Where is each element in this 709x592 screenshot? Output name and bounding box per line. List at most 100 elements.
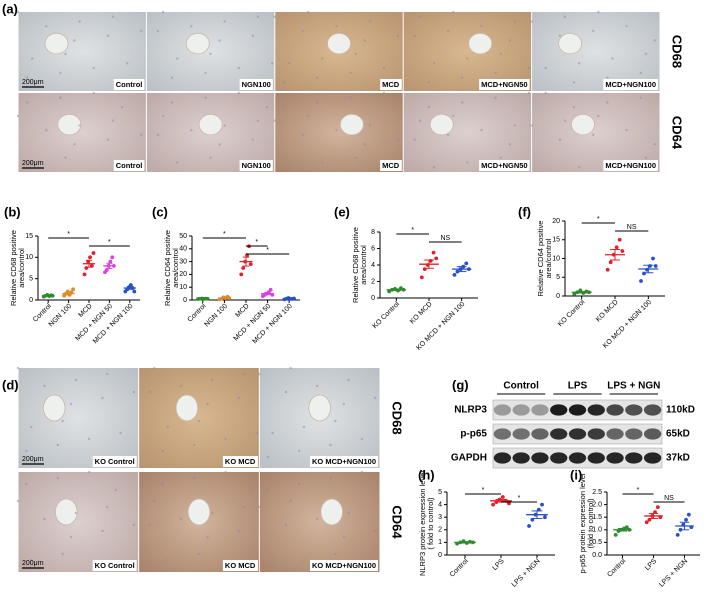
nucleus	[237, 66, 241, 70]
micrograph	[532, 93, 660, 172]
band	[606, 452, 624, 464]
y-tick-label: 1.0	[592, 527, 602, 534]
band	[643, 452, 662, 464]
nucleus	[639, 96, 642, 99]
data-point	[613, 532, 618, 537]
image-label: MCD+NGN50	[481, 161, 527, 170]
data-point	[491, 502, 495, 507]
nucleus	[25, 76, 29, 79]
nucleus	[287, 166, 291, 169]
image-label-bg	[479, 159, 530, 171]
x-tick-label: LPS	[491, 558, 506, 573]
significance-label: NS	[664, 495, 674, 502]
significance-label: *	[482, 487, 485, 494]
nucleus	[368, 124, 372, 127]
nucleus	[161, 10, 165, 14]
protein-label: p-p65	[460, 429, 487, 440]
nucleus	[644, 52, 648, 56]
y-tick-label: 20	[552, 218, 560, 225]
significance-label: *	[518, 495, 521, 502]
nucleus	[251, 34, 255, 37]
significance-label: *	[411, 227, 414, 234]
nucleus	[446, 29, 450, 33]
data-point	[543, 515, 547, 520]
y-tick-label: 10	[25, 254, 33, 261]
nucleus	[211, 511, 214, 515]
nucleus	[597, 114, 600, 118]
nucleus	[461, 101, 464, 104]
micrograph	[18, 472, 139, 572]
nucleus	[653, 143, 657, 146]
y-tick-label: 0	[371, 295, 375, 302]
significance-label: *	[67, 231, 70, 238]
image-label: Control	[116, 80, 143, 89]
nucleus	[153, 499, 156, 503]
data-point	[422, 267, 427, 272]
nucleus	[223, 20, 226, 23]
nucleus	[190, 128, 193, 132]
significance-label: *	[108, 239, 111, 246]
data-point	[572, 292, 577, 297]
nucleus	[223, 124, 226, 127]
x-tick-label: MCD	[77, 303, 93, 319]
nucleus	[30, 558, 33, 562]
nucleus	[16, 10, 20, 14]
x-tick-label: KO Control	[557, 298, 587, 328]
vessel	[175, 394, 199, 422]
data-point	[651, 256, 655, 261]
nucleus	[354, 156, 357, 159]
nucleus	[480, 128, 483, 132]
nucleus	[256, 119, 260, 122]
band	[531, 452, 549, 464]
nucleus	[101, 396, 104, 400]
nucleus	[508, 143, 511, 146]
nucleus	[466, 57, 469, 60]
data-point	[387, 289, 392, 294]
band	[643, 404, 662, 416]
nucleus	[289, 366, 292, 370]
nucleus	[297, 482, 301, 486]
y-axis-label: p-p65 protein expression level	[578, 473, 587, 573]
nucleus	[544, 66, 547, 70]
nucleus	[209, 52, 212, 56]
band	[512, 428, 530, 440]
y-tick-label: 15	[25, 233, 33, 240]
nucleus	[161, 482, 164, 486]
band	[625, 452, 643, 464]
nucleus	[597, 10, 600, 14]
y-tick-label: 6	[371, 245, 375, 252]
y-axis-label: Relative CD64 positive	[536, 221, 545, 297]
nucleus	[209, 156, 212, 159]
data-point	[241, 266, 246, 270]
image-label-bg	[222, 455, 258, 467]
nucleus	[30, 425, 33, 429]
vessel	[308, 394, 331, 422]
band	[493, 428, 512, 440]
y-tick-label: 4	[438, 501, 442, 508]
nucleus	[45, 128, 48, 132]
nucleus	[282, 81, 285, 84]
nucleus	[161, 114, 165, 118]
band	[493, 452, 512, 464]
y-tick-label: 1.5	[592, 514, 602, 521]
nucleus	[30, 57, 34, 60]
y-tick-label: 10	[552, 255, 560, 262]
nucleus	[342, 402, 345, 406]
nucleus	[16, 499, 20, 503]
data-point	[104, 268, 109, 273]
nucleus	[347, 511, 350, 515]
nucleus	[161, 449, 164, 453]
vessel	[185, 32, 210, 55]
nucleus	[73, 143, 76, 146]
nucleus	[563, 119, 567, 122]
nucleus	[563, 15, 567, 18]
vessel	[187, 498, 211, 526]
data-point	[71, 287, 75, 292]
nucleus	[266, 455, 269, 459]
nucleus	[432, 62, 436, 65]
image-label-bg	[380, 78, 402, 90]
image-label: NGN100	[242, 161, 271, 170]
panel-label: (a)	[2, 1, 18, 16]
data-point	[500, 495, 505, 499]
